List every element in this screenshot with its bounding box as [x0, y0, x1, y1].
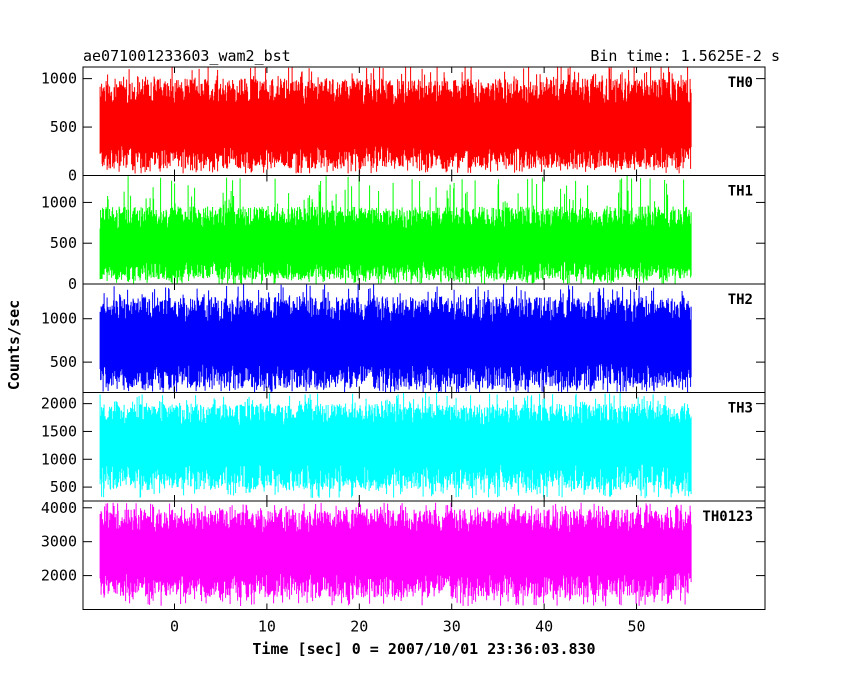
x-tick-label: 40 [535, 618, 553, 636]
series-th3-line [99, 392, 692, 499]
y-tick-label-th2: 500 [50, 353, 77, 371]
y-tick-label-th0: 500 [50, 118, 77, 136]
y-tick-label-th3: 1000 [41, 450, 77, 468]
series-th2-line [99, 284, 692, 393]
y-tick-label-th0123: 2000 [41, 567, 77, 585]
y-tick-label-th0123: 4000 [41, 499, 77, 517]
panel-th2: 500 1000 TH2 [41, 283, 766, 393]
series-th0-line [99, 67, 692, 174]
y-tick-label-th3: 1500 [41, 422, 77, 440]
x-tick-label: 30 [443, 618, 461, 636]
panel-label-th1: TH1 [728, 184, 753, 200]
y-tick-label-th1: 0 [68, 275, 77, 293]
panel-th3: 500 1000 1500 2000 TH3 [41, 392, 766, 502]
x-tick-label: 50 [628, 618, 646, 636]
x-tick-label: 20 [350, 618, 368, 636]
series-th1-line [99, 175, 692, 284]
series-th0123-line [99, 502, 692, 607]
x-tick-label: 0 [170, 618, 179, 636]
x-tick-label: 10 [258, 618, 276, 636]
panel-stack: 0 500 1000 TH0 0 500 1000 TH1 500 1000 TH2 500 1000 1… [41, 66, 766, 610]
y-tick-label-th1: 1000 [41, 193, 77, 211]
panel-label-th2: TH2 [728, 292, 753, 308]
panel-label-th0: TH0 [728, 75, 753, 91]
x-axis-label: Time [sec] 0 = 2007/10/01 23:36:03.830 [252, 640, 595, 658]
panel-th0123: 2000 3000 4000 TH0123 [41, 499, 766, 610]
y-tick-label-th1: 500 [50, 234, 77, 252]
chart-title-left: ae071001233603_wam2_bst [83, 47, 291, 65]
panel-label-th3: TH3 [728, 401, 753, 417]
panel-th1: 0 500 1000 TH1 [41, 175, 766, 293]
panel-th0: 0 500 1000 TH0 [41, 66, 766, 185]
y-tick-label-th3: 2000 [41, 395, 77, 413]
panel-label-th0123: TH0123 [702, 509, 753, 525]
chart-title-right: Bin time: 1.5625E-2 s [590, 47, 780, 65]
y-tick-label-th0123: 3000 [41, 533, 77, 551]
panel-th0123-frame [82, 500, 766, 610]
y-tick-label-th2: 1000 [41, 310, 77, 328]
y-tick-label-th0: 1000 [41, 70, 77, 88]
y-axis-label: Counts/sec [5, 300, 23, 390]
y-tick-label-th0: 0 [68, 167, 77, 185]
y-tick-label-th3: 500 [50, 478, 77, 496]
x-axis: 0 10 20 30 40 50 [170, 618, 646, 636]
